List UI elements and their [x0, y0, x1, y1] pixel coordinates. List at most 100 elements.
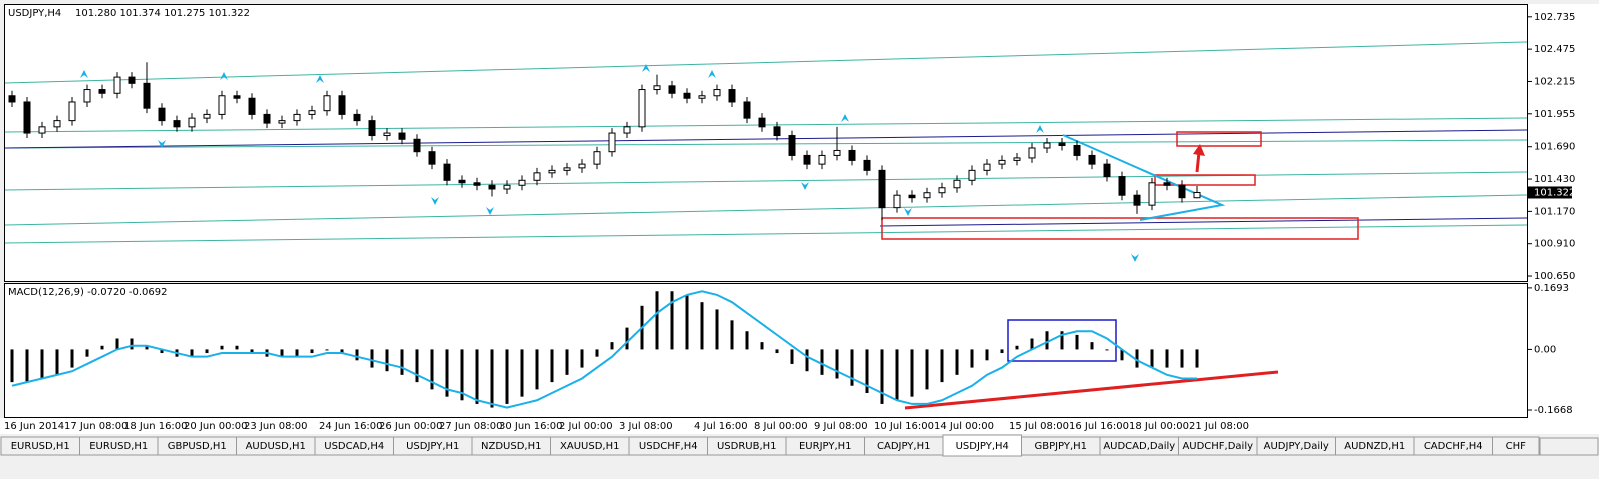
histogram-bar: [1075, 334, 1079, 350]
candle-body: [908, 194, 916, 199]
histogram-bar: [385, 349, 389, 372]
tab[interactable]: XAUUSD,H1: [550, 436, 630, 456]
histogram-bar: [580, 349, 584, 368]
tab-label[interactable]: USDJPY,H1: [406, 441, 459, 452]
histogram-bar: [1165, 349, 1169, 368]
tab[interactable]: USDCHF,H4: [628, 436, 708, 456]
histogram-bar: [940, 349, 944, 383]
tab[interactable]: AUDUSD,H1: [236, 436, 316, 456]
tab[interactable]: CHF: [1492, 436, 1540, 456]
tab[interactable]: CADJPY,H1: [864, 436, 944, 456]
tab-bg[interactable]: [1492, 436, 1540, 456]
candle-body: [98, 89, 106, 94]
x-tick-label: 14 Jul 00:00: [934, 421, 994, 432]
tab[interactable]: AUDCHF,Daily: [1178, 436, 1258, 456]
trend-line: [879, 217, 1528, 227]
fractal-down: [431, 197, 439, 205]
x-tick-label: 26 Jun 00:00: [379, 421, 443, 432]
histogram-bar: [55, 349, 59, 375]
tab-label[interactable]: EURUSD,H1: [89, 441, 148, 452]
tab-label[interactable]: AUDUSD,H1: [246, 441, 306, 452]
candle-body: [158, 107, 166, 122]
histogram-bar: [70, 349, 74, 368]
y-tick-label: 0.1693: [1534, 283, 1569, 294]
zone-rect: [1154, 174, 1256, 186]
tab[interactable]: EURJPY,H1: [785, 436, 865, 456]
candle-body: [293, 113, 301, 122]
tab-label[interactable]: USDCHF,H4: [639, 441, 698, 452]
x-tick-label: 18 Jun 16:00: [124, 421, 188, 432]
histogram-bar: [550, 349, 554, 383]
tab[interactable]: GBPUSD,H1: [157, 436, 237, 456]
arrow: [1195, 151, 1201, 173]
tab-label[interactable]: GBPUSD,H1: [168, 441, 227, 452]
x-tick-label: 2 Jul 00:00: [559, 421, 613, 432]
tab[interactable]: NZDUSD,H1: [471, 436, 551, 456]
x-tick-label: 10 Jul 16:00: [874, 421, 934, 432]
y-tick-label: 100.910: [1534, 239, 1575, 250]
y-tick-label: 0.00: [1534, 344, 1556, 355]
tab-scroll[interactable]: [1539, 437, 1599, 456]
triangle: [1062, 134, 1226, 221]
fractal-up: [220, 72, 228, 80]
candle-body: [1148, 182, 1156, 206]
histogram-bar: [130, 338, 134, 350]
tab[interactable]: USDCAD,H4: [314, 436, 394, 456]
candle-body: [863, 159, 871, 171]
tab-label[interactable]: GBPJPY,H1: [1034, 441, 1087, 452]
candle-body: [233, 95, 241, 99]
tab-label[interactable]: EURUSD,H1: [11, 441, 70, 452]
histogram-bar: [925, 349, 929, 390]
histogram-bar: [1045, 331, 1049, 350]
trend-line: [4, 129, 1528, 149]
tab[interactable]: CADCHF,H4: [1413, 436, 1493, 456]
tab[interactable]: USDJPY,H4: [942, 434, 1022, 457]
candle-body: [593, 151, 601, 165]
tab[interactable]: USDJPY,H1: [393, 436, 473, 456]
tab[interactable]: AUDNZD,H1: [1335, 436, 1415, 456]
tab-label[interactable]: AUDCHF,Daily: [1182, 441, 1253, 452]
tab[interactable]: AUDCAD,Daily: [1099, 436, 1179, 456]
histogram-bar: [1000, 349, 1004, 354]
histogram-bar: [355, 349, 359, 361]
candle-body: [638, 89, 646, 128]
histogram-bar: [745, 331, 749, 350]
macd-panel: [4, 283, 1528, 418]
candle-body: [53, 120, 61, 128]
tab-label[interactable]: CHF: [1506, 441, 1527, 452]
tab[interactable]: EURUSD,H1: [0, 436, 80, 456]
tab-label[interactable]: XAUUSD,H1: [560, 441, 619, 452]
candle-body: [308, 110, 316, 115]
candle-body: [368, 120, 376, 137]
histogram-bar: [415, 349, 419, 383]
tab[interactable]: USDRUB,H1: [707, 436, 787, 456]
last-price-box: [1528, 186, 1572, 199]
candle-body: [443, 163, 451, 181]
tab-label[interactable]: USDRUB,H1: [717, 441, 777, 452]
tab[interactable]: EURUSD,H1: [79, 436, 159, 456]
tab-label[interactable]: NZDUSD,H1: [481, 441, 541, 452]
candle-body: [608, 132, 616, 153]
tab-label[interactable]: AUDJPY,Daily: [1264, 441, 1329, 452]
tab-label[interactable]: USDJPY,H4: [956, 441, 1009, 452]
y-tick-label: -0.1668: [1534, 405, 1573, 416]
tab-label[interactable]: AUDNZD,H1: [1344, 441, 1405, 452]
x-tick-label: 3 Jul 08:00: [619, 421, 673, 432]
time-axis: [0, 418, 1599, 434]
fractal-up: [708, 70, 716, 78]
candle-body: [1133, 194, 1141, 206]
tab-label[interactable]: CADCHF,H4: [1424, 441, 1483, 452]
tab-label[interactable]: AUDCAD,Daily: [1103, 441, 1175, 452]
candle-body: [68, 101, 76, 122]
tab-label[interactable]: CADJPY,H1: [877, 441, 930, 452]
tab[interactable]: AUDJPY,Daily: [1256, 436, 1336, 456]
tab[interactable]: GBPJPY,H1: [1021, 436, 1101, 456]
last-price-label: 101.322: [1534, 187, 1575, 198]
x-tick-label: 27 Jun 08:00: [439, 421, 503, 432]
y-tick-label: 101.170: [1534, 206, 1575, 217]
fractal-up: [316, 75, 324, 83]
trend-line: [4, 224, 1528, 244]
tab-label[interactable]: EURJPY,H1: [799, 441, 852, 452]
histogram-bar: [1060, 331, 1064, 350]
tab-label[interactable]: USDCAD,H4: [324, 441, 384, 452]
